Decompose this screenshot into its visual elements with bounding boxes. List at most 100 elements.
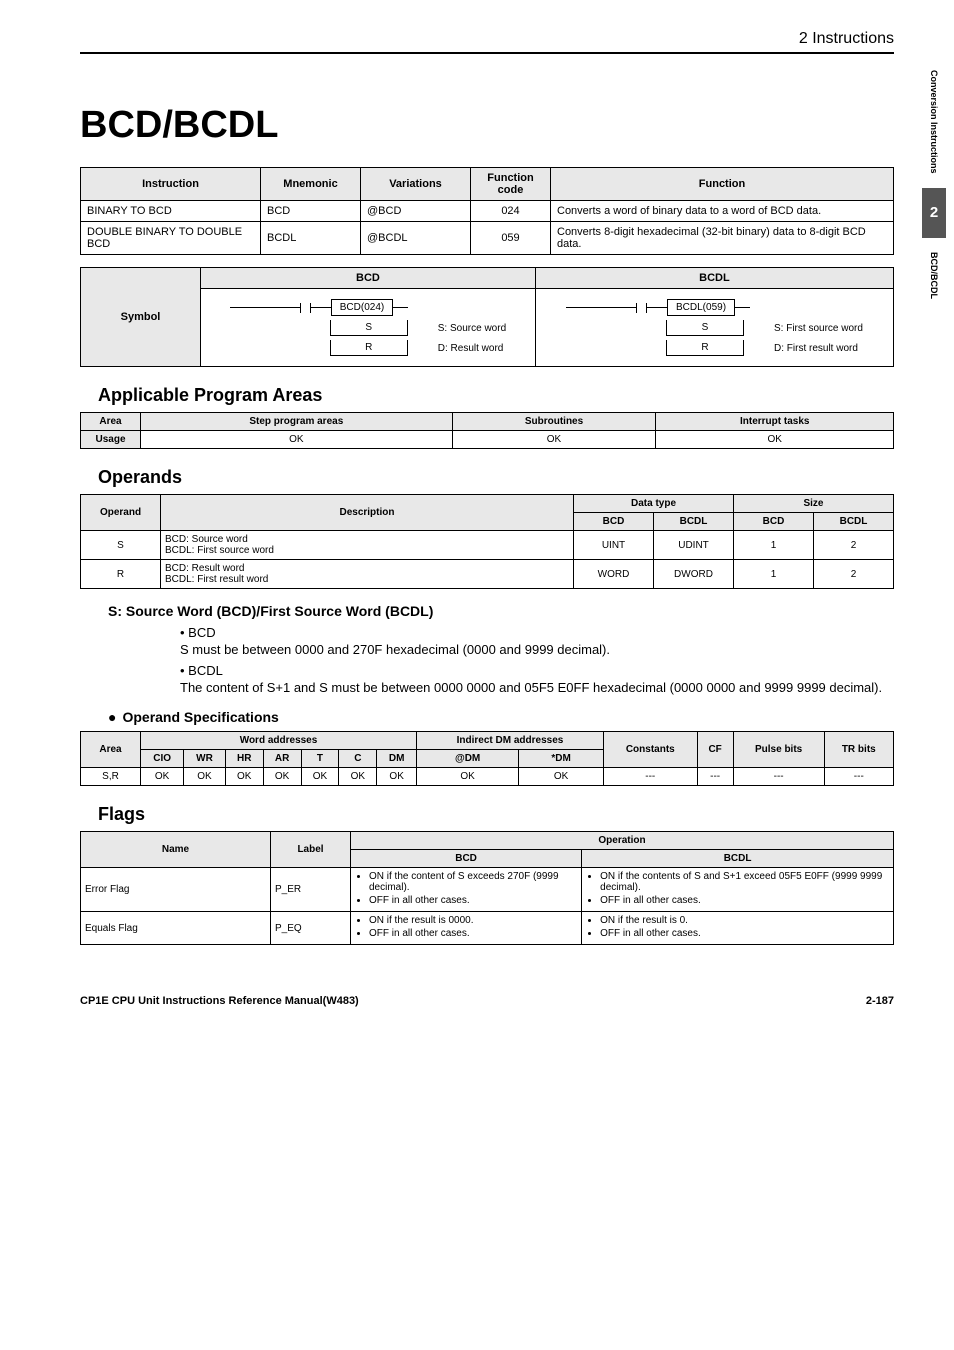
td: BCD: Source word BCDL: First source word (161, 531, 574, 560)
td: OK (301, 768, 339, 786)
bullet-head: BCD (188, 625, 215, 640)
th: Area (81, 413, 141, 431)
th: WR (184, 750, 225, 768)
footer-right: 2-187 (866, 995, 894, 1007)
ladder-box: BCD(024) (331, 299, 393, 316)
td: Converts 8-digit hexadecimal (32-bit bin… (551, 222, 894, 255)
td: 059 (471, 222, 551, 255)
td: 2 (814, 560, 894, 589)
td: OK (417, 768, 519, 786)
page-title: BCD/BCDL (80, 104, 894, 147)
th: Mnemonic (261, 168, 361, 201)
flag-list: ON if the contents of S and S+1 exceed 0… (586, 871, 889, 906)
param: S (666, 320, 744, 336)
operand-spec-title: Operand Specifications (108, 709, 894, 725)
flag-item: ON if the content of S exceeds 270F (999… (369, 871, 577, 893)
td: @BCD (361, 201, 471, 222)
th: BCDL (654, 513, 734, 531)
td: BINARY TO BCD (81, 201, 261, 222)
th: BCD (201, 268, 536, 289)
th: T (301, 750, 339, 768)
operands-title: Operands (98, 467, 894, 488)
param-desc: S: Source word (438, 323, 506, 334)
td: BCD (261, 201, 361, 222)
flag-list: ON if the content of S exceeds 270F (999… (355, 871, 577, 906)
td: Converts a word of binary data to a word… (551, 201, 894, 222)
th: Operation (351, 832, 894, 850)
footer-left: CP1E CPU Unit Instructions Reference Man… (80, 995, 359, 1007)
flag-item: OFF in all other cases. (369, 928, 577, 939)
param: R (666, 340, 744, 356)
flag-list: ON if the result is 0. OFF in all other … (586, 915, 889, 939)
operands-table: Operand Description Data type Size BCD B… (80, 494, 894, 589)
th: @DM (417, 750, 519, 768)
td: --- (697, 768, 733, 786)
symbol-table: Symbol BCD BCDL BCD(024) S S: Source wor… (80, 267, 894, 367)
source-bullets: • BCD S must be between 0000 and 270F he… (180, 625, 894, 695)
td: BCD: Result word BCDL: First result word (161, 560, 574, 589)
th: Interrupt tasks (656, 413, 894, 431)
param-desc: S: First source word (774, 323, 863, 334)
flag-item: ON if the contents of S and S+1 exceed 0… (600, 871, 889, 893)
td: OK (225, 768, 263, 786)
td: P_ER (271, 868, 351, 912)
instruction-table: Instruction Mnemonic Variations Function… (80, 167, 894, 255)
flag-item: OFF in all other cases. (369, 895, 577, 906)
td: 2 (814, 531, 894, 560)
td: OK (184, 768, 225, 786)
flag-list: ON if the result is 0000. OFF in all oth… (355, 915, 577, 939)
th: BCD (574, 513, 654, 531)
th: *DM (519, 750, 604, 768)
td: OK (519, 768, 604, 786)
td: UINT (574, 531, 654, 560)
th: CIO (141, 750, 184, 768)
td: OK (377, 768, 417, 786)
td: P_EQ (271, 912, 351, 945)
td: 024 (471, 201, 551, 222)
flag-item: ON if the result is 0. (600, 915, 889, 926)
td: OK (141, 431, 453, 449)
th: BCDL (535, 268, 893, 289)
applicable-table: Area Step program areas Subroutines Inte… (80, 412, 894, 449)
source-word-title: S: Source Word (BCD)/First Source Word (… (108, 603, 894, 619)
th: AR (263, 750, 301, 768)
td: BCDL (261, 222, 361, 255)
td: S,R (81, 768, 141, 786)
td: 1 (734, 560, 814, 589)
applicable-title: Applicable Program Areas (98, 385, 894, 406)
flag-item: ON if the result is 0000. (369, 915, 577, 926)
th: Name (81, 832, 271, 868)
td: OK (141, 768, 184, 786)
th: BCDL (814, 513, 894, 531)
td: R (81, 560, 161, 589)
th: Function (551, 168, 894, 201)
td: OK (452, 431, 656, 449)
param: S (330, 320, 408, 336)
th: Instruction (81, 168, 261, 201)
flags-table: Name Label Operation BCD BCDL Error Flag… (80, 831, 894, 945)
th: BCD (351, 850, 582, 868)
th: Word addresses (141, 732, 417, 750)
th: Data type (574, 495, 734, 513)
td: WORD (574, 560, 654, 589)
td: UDINT (654, 531, 734, 560)
td: DWORD (654, 560, 734, 589)
page: 2 Instructions BCD/BCDL Instruction Mnem… (0, 0, 954, 1037)
flag-item: OFF in all other cases. (600, 895, 889, 906)
section-header: 2 Instructions (80, 30, 894, 54)
th: Usage (81, 431, 141, 449)
operand-spec-table: Area Word addresses Indirect DM addresse… (80, 731, 894, 786)
td: OK (339, 768, 377, 786)
td: @BCDL (361, 222, 471, 255)
th: BCDL (582, 850, 894, 868)
footer: CP1E CPU Unit Instructions Reference Man… (80, 995, 894, 1007)
th: BCD (734, 513, 814, 531)
symbol-label: Symbol (81, 268, 201, 367)
th: Variations (361, 168, 471, 201)
td: 1 (734, 531, 814, 560)
th: Function code (471, 168, 551, 201)
td: S (81, 531, 161, 560)
td: OK (263, 768, 301, 786)
bullet-text: S must be between 0000 and 270F hexadeci… (180, 642, 894, 657)
th: Step program areas (141, 413, 453, 431)
